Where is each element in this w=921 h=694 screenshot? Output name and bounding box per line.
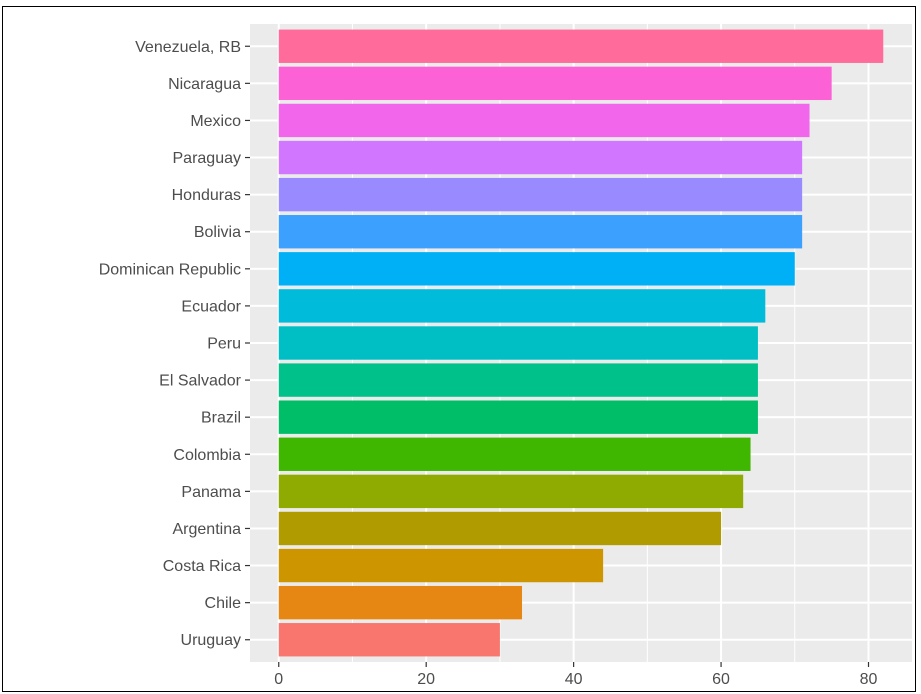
y-tick-label: Uruguay (181, 632, 241, 649)
x-tick-label: 0 (274, 671, 283, 688)
y-tick-label: Brazil (201, 410, 241, 427)
y-tick-label: Dominican Republic (99, 261, 241, 278)
bar (278, 623, 500, 657)
bar (278, 585, 523, 620)
y-tick-label: Paraguay (173, 150, 242, 167)
bar (278, 103, 810, 138)
x-tick-label: 20 (417, 671, 435, 688)
bar (278, 548, 604, 583)
y-tick-label: Panama (181, 484, 241, 501)
y-tick-label: Costa Rica (163, 558, 241, 575)
bar (278, 511, 722, 546)
bar (278, 66, 832, 101)
y-tick-label: Argentina (173, 521, 242, 538)
bar (278, 252, 795, 286)
y-tick-label: Bolivia (194, 224, 241, 241)
y-tick-label: Honduras (172, 187, 241, 204)
y-tick-label: Chile (205, 595, 242, 612)
bar (278, 177, 803, 212)
y-tick-label: Ecuador (181, 298, 241, 315)
y-tick-label: Peru (207, 336, 241, 353)
bar (278, 400, 758, 434)
bar (278, 474, 744, 509)
x-tick-label: 40 (565, 671, 583, 688)
x-tick-label: 60 (712, 671, 730, 688)
bar (278, 363, 758, 397)
y-axis: Venezuela, RB Nicaragua Mexico Paraguay Hond… (99, 39, 250, 649)
x-tick-label: 80 (860, 671, 878, 688)
y-tick-label: Colombia (173, 447, 241, 464)
y-tick-label: El Salvador (159, 373, 241, 390)
bars (278, 29, 884, 657)
bar (278, 437, 751, 471)
y-tick-label: Nicaragua (168, 76, 241, 93)
bar (278, 215, 803, 249)
bar (278, 326, 758, 360)
y-tick-label: Mexico (190, 113, 241, 130)
y-tick-label: Venezuela, RB (135, 39, 241, 56)
bar (278, 289, 766, 323)
bar (278, 29, 884, 63)
bar (278, 140, 803, 175)
x-axis: 0 20 40 60 80 (274, 662, 878, 688)
